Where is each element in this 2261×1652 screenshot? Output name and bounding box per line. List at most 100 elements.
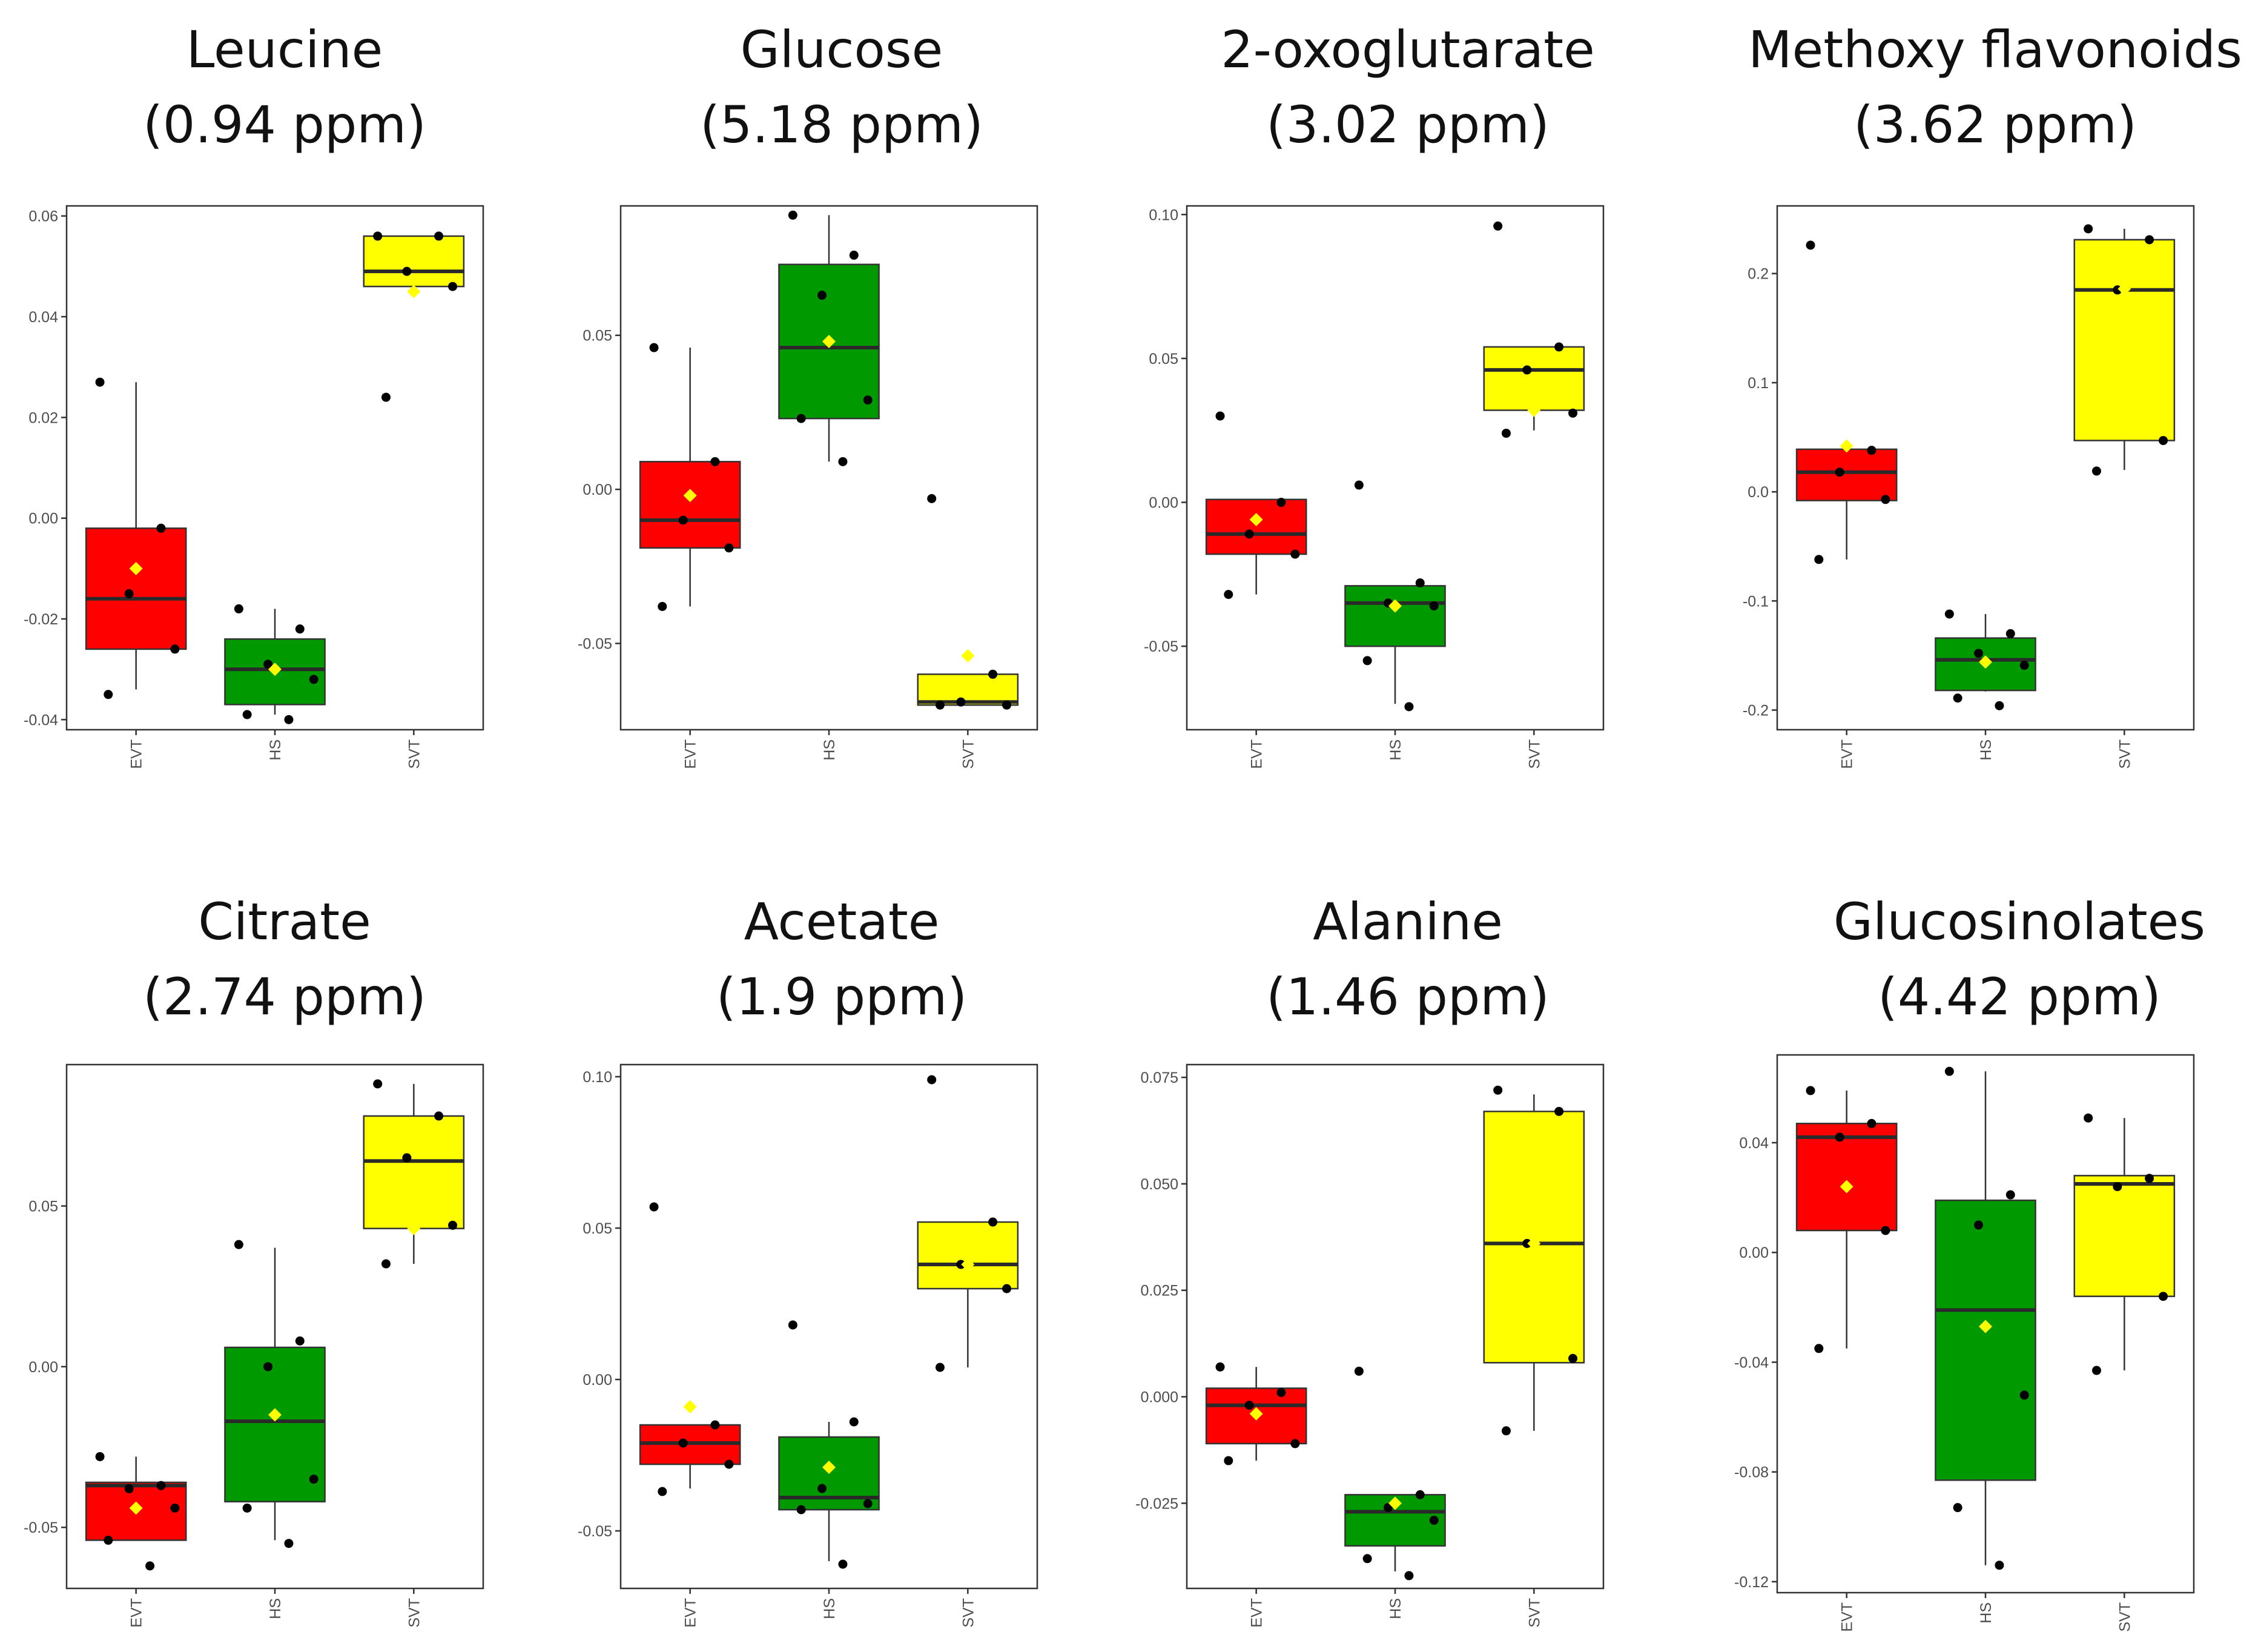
iqr-box [2073, 239, 2176, 441]
data-point [935, 1363, 945, 1372]
chemical-shift: (5.18 ppm) [700, 95, 983, 154]
data-point [1501, 1426, 1511, 1436]
y-tick-label: 0.05 [28, 1198, 58, 1215]
mean-marker [1979, 1320, 1992, 1333]
data-point [2159, 1292, 2168, 1301]
box-svt [2073, 228, 2176, 471]
data-point [434, 1111, 444, 1121]
x-group-label: SVT [406, 739, 423, 769]
y-tick-label: -0.025 [1135, 1495, 1178, 1512]
box-svt [1483, 346, 1585, 431]
chemical-shift: (1.46 ppm) [1266, 967, 1550, 1026]
mean-marker [268, 1408, 282, 1422]
y-tick-label: 0.10 [583, 1069, 612, 1086]
data-point [849, 250, 859, 260]
x-group-label: HS [1387, 739, 1404, 761]
y-tick-label: 0.00 [1149, 495, 1178, 512]
mean-marker [129, 1501, 143, 1515]
data-point [927, 1075, 937, 1085]
y-tick-label: 0.00 [28, 510, 58, 527]
data-point [1806, 1086, 1815, 1095]
data-point [1354, 480, 1364, 490]
data-point [234, 1240, 243, 1249]
data-point [2159, 435, 2168, 445]
x-group-label: EVT [1839, 739, 1856, 769]
boxplot-panel: -0.05 0.00 0.05 EVT HS SVT [578, 205, 1038, 769]
data-point [658, 1487, 667, 1496]
data-point [1867, 1118, 1876, 1128]
box-hs [1344, 585, 1446, 704]
data-point [156, 523, 166, 533]
data-point [1953, 693, 1962, 703]
data-point [710, 1420, 720, 1430]
panel-title: Glucose (5.18 ppm) [557, 12, 1126, 162]
data-point [1995, 701, 2004, 710]
data-point [1881, 1226, 1890, 1235]
data-point [724, 543, 734, 553]
y-tick-label: 0.075 [1140, 1069, 1178, 1086]
data-point [1276, 1388, 1286, 1398]
data-point [1224, 590, 1233, 600]
data-point [309, 1475, 319, 1484]
data-point [988, 1217, 998, 1227]
data-point [1276, 498, 1286, 507]
data-point [448, 1220, 458, 1230]
data-point [1290, 1439, 1300, 1449]
data-point [1554, 342, 1564, 352]
data-point [1974, 1220, 1984, 1230]
x-group-label: HS [1387, 1598, 1404, 1619]
box-evt [639, 348, 741, 607]
data-point [1362, 656, 1372, 666]
box-svt [363, 1083, 465, 1264]
box-evt [1205, 498, 1307, 595]
data-point [381, 392, 391, 402]
data-point [1953, 1503, 1962, 1513]
data-point [1806, 240, 1815, 250]
y-tick-label: 0.025 [1140, 1283, 1178, 1300]
metabolite-name: Leucine [186, 20, 383, 79]
boxplot-panel: -0.04 -0.02 0.00 0.02 0.04 0.06 EVT HS SVT [24, 205, 484, 769]
panel-title: Acetate (1.9 ppm) [557, 884, 1126, 1034]
boxplot-panel: -0.2 -0.1 0.0 0.1 0.2 EVT HS SVT [1743, 205, 2195, 769]
data-point [1554, 1106, 1564, 1116]
data-point [1995, 1561, 2004, 1570]
data-point [2145, 235, 2154, 245]
data-point [1835, 468, 1844, 477]
data-point [1493, 221, 1503, 231]
data-point [295, 624, 305, 634]
data-point [1881, 495, 1890, 504]
data-point [1493, 1085, 1503, 1095]
y-tick-label: 0.05 [583, 1220, 612, 1237]
data-point [649, 343, 659, 352]
data-point [434, 231, 444, 241]
y-tick-label: 0.00 [28, 1359, 58, 1376]
chemical-shift: (4.42 ppm) [1878, 967, 2161, 1026]
box-svt [1483, 1094, 1585, 1431]
x-group-label: EVT [682, 1598, 699, 1628]
mean-marker [129, 561, 143, 575]
mean-marker [822, 334, 836, 348]
y-tick-label: -0.05 [24, 1519, 58, 1536]
x-group-label: SVT [2116, 739, 2133, 769]
data-point [145, 1561, 155, 1571]
data-point [1522, 365, 1532, 375]
data-point [1814, 555, 1824, 564]
data-point [373, 1079, 383, 1089]
data-point [284, 715, 294, 724]
iqr-box [639, 461, 741, 549]
data-point [2091, 466, 2101, 476]
mean-marker [2117, 282, 2131, 296]
box-evt [85, 382, 187, 690]
data-point [817, 1484, 827, 1493]
data-point [1215, 1362, 1225, 1372]
data-point [1290, 549, 1300, 559]
iqr-box [1795, 448, 1898, 501]
data-point [649, 1202, 659, 1212]
x-group-label: EVT [128, 1598, 145, 1628]
boxplot-panel: -0.05 0.00 0.05 0.10 EVT HS SVT [1144, 205, 1605, 769]
data-point [935, 700, 945, 710]
metabolite-name: Glucosinolates [1833, 892, 2206, 951]
y-tick-label: 0.05 [583, 328, 612, 345]
mean-marker [961, 1258, 975, 1271]
data-point [1429, 601, 1439, 611]
